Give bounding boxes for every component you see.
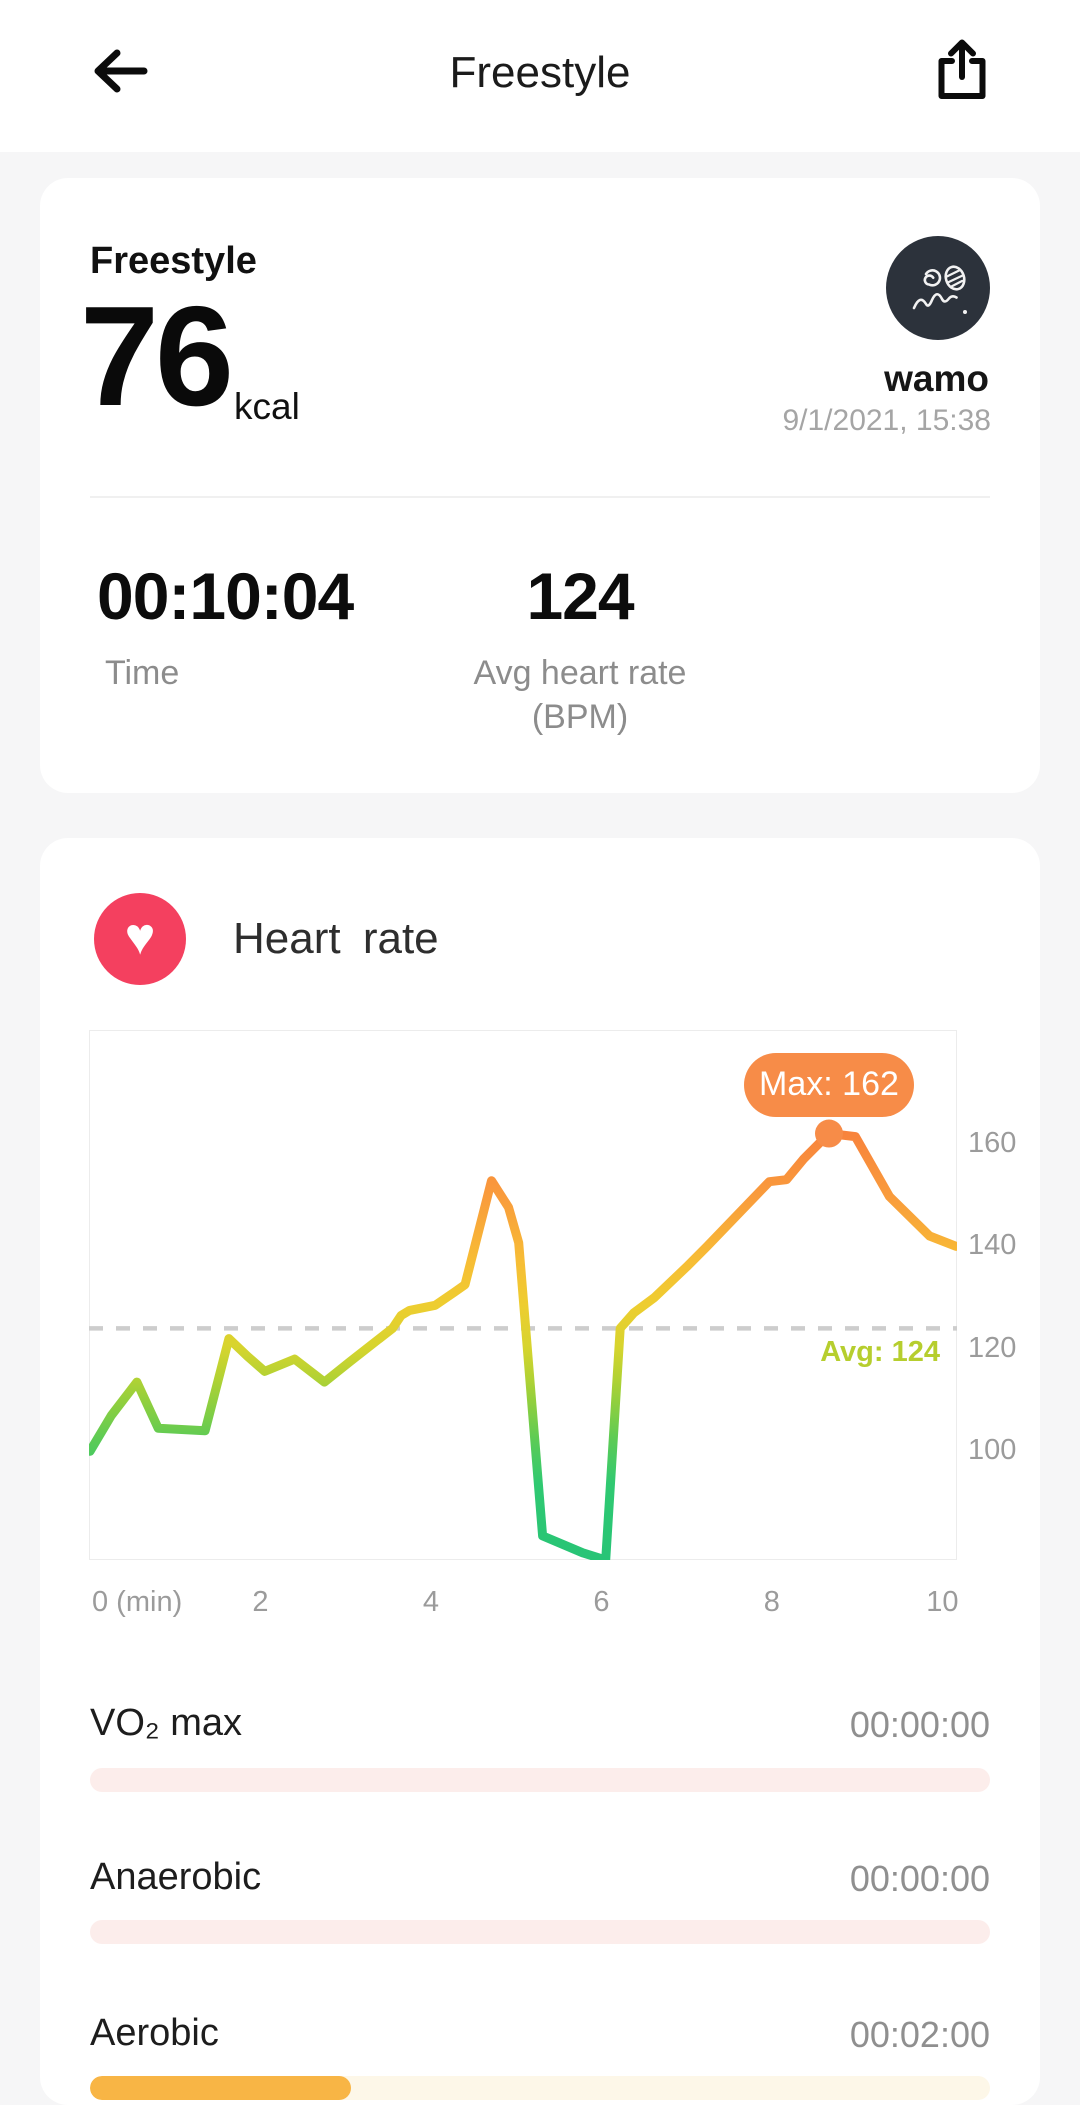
top-bar: Freestyle xyxy=(0,0,1080,152)
divider xyxy=(90,496,990,498)
y-axis-tick: 160 xyxy=(968,1126,1017,1159)
calories-unit: kcal xyxy=(234,386,300,427)
y-axis-tick: 140 xyxy=(968,1229,1017,1262)
zone-label: VO₂ max xyxy=(90,1702,242,1744)
zone-progress-bar xyxy=(90,1768,990,1792)
stat-avg-heart-rate: 124 Avg heart rate (BPM) xyxy=(390,563,770,739)
share-button[interactable] xyxy=(928,36,996,108)
avg-heart-rate-label: Avg: 124 xyxy=(820,1336,940,1368)
zone-label: Anaerobic xyxy=(90,1856,262,1898)
summary-card: Freestyle 76 kcal wamo 9/1/2021, 15:38 0… xyxy=(40,178,1040,793)
user-name: wamo xyxy=(884,358,989,399)
zone-value: 00:00:00 xyxy=(849,1704,990,1745)
page-title: Freestyle xyxy=(449,48,631,97)
x-axis-tick: 4 xyxy=(422,1586,439,1618)
activity-name: Freestyle xyxy=(90,240,257,282)
time-label: Time xyxy=(105,654,180,692)
x-axis-tick: 2 xyxy=(252,1586,269,1618)
share-icon xyxy=(933,37,991,108)
zone-progress-bar xyxy=(90,2076,990,2100)
zone-label: Aerobic xyxy=(90,2012,219,2054)
avg-hr-value: 124 xyxy=(526,559,634,633)
zone-value: 00:02:00 xyxy=(849,2014,990,2055)
heart-rate-line xyxy=(89,1119,957,1560)
x-axis-tick: 6 xyxy=(593,1586,610,1618)
heart-rate-title: Heart rate xyxy=(233,914,439,963)
heart-rate-chart[interactable]: Max: 162 Avg: 124 160 140 120 100 0 (min) 2 4 6… xyxy=(40,1030,1040,1640)
heart-rate-card: ♥ Heart rate Max: 162 Avg: 124 160 140 120… xyxy=(40,838,1040,2105)
max-heart-rate-badge: Max: 162 xyxy=(743,1052,914,1117)
workout-datetime: 9/1/2021, 15:38 xyxy=(782,404,991,437)
x-axis-tick: 0 (min) xyxy=(92,1586,183,1618)
stat-time: 00:10:04 Time xyxy=(97,563,417,695)
heart-icon: ♥ xyxy=(94,893,186,985)
avatar xyxy=(886,236,990,340)
avg-hr-label: Avg heart rate (BPM) xyxy=(473,654,687,736)
zone-progress-bar xyxy=(90,1920,990,1944)
calories-value: 76 xyxy=(80,277,234,436)
time-value: 00:10:04 xyxy=(97,559,354,633)
back-arrow-icon xyxy=(89,48,151,99)
back-button[interactable] xyxy=(84,45,156,101)
zone-value: 00:00:00 xyxy=(849,1858,990,1899)
x-axis-tick: 8 xyxy=(763,1586,780,1618)
y-axis-tick: 120 xyxy=(968,1331,1017,1364)
x-axis-tick: 10 xyxy=(926,1586,959,1618)
y-axis-tick: 100 xyxy=(968,1434,1017,1467)
